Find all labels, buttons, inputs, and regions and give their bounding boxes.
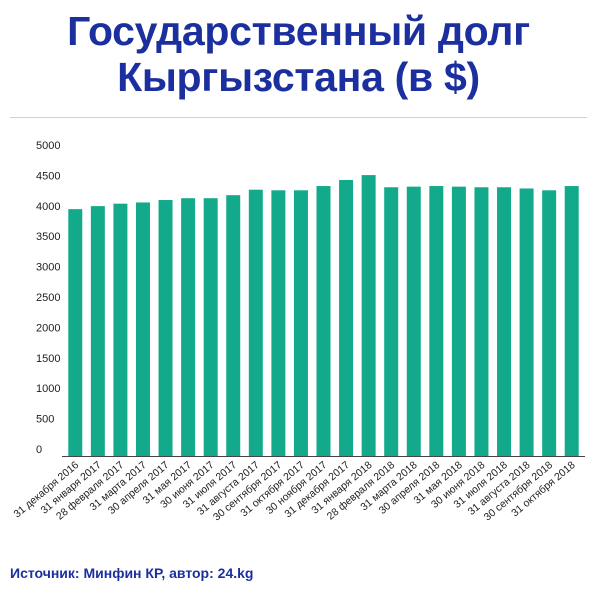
bar [248, 189, 263, 456]
bar [519, 188, 534, 457]
y-tick-label: 0 [36, 444, 42, 456]
bar [181, 198, 196, 456]
y-tick-label: 2000 [36, 322, 60, 334]
bar [90, 206, 105, 456]
bar [384, 187, 399, 456]
bar [316, 186, 331, 457]
bar [429, 186, 444, 457]
bar [542, 190, 557, 457]
title-divider [10, 117, 587, 118]
y-tick-label: 1500 [36, 353, 60, 365]
bar [293, 190, 308, 457]
bar-chart: 0 500 1000 1500 2000 2500 3000 3500 4000 4500 5000… [11, 140, 585, 523]
y-tick-label: 4500 [36, 170, 60, 182]
bar [203, 198, 218, 456]
bar [135, 202, 150, 456]
y-tick-label: 500 [36, 414, 54, 426]
bar [158, 200, 173, 456]
source-credit: Источник: Минфин КР, автор: 24.kg [10, 565, 254, 581]
bar [271, 190, 286, 457]
bar [68, 209, 83, 456]
chart-title: Государственный долг Кыргызстана (в $) [0, 8, 597, 100]
bar [474, 187, 489, 456]
y-tick-label: 3000 [36, 262, 60, 274]
y-tick-label: 1000 [36, 383, 60, 395]
bar [361, 175, 376, 456]
y-tick-label: 2500 [36, 292, 60, 304]
bar [406, 186, 421, 456]
y-tick-label: 4000 [36, 201, 60, 213]
bar [497, 187, 512, 456]
bar [226, 195, 241, 457]
bar [564, 186, 579, 457]
y-tick-label: 3500 [36, 231, 60, 243]
bar [113, 203, 128, 456]
bar [339, 179, 354, 456]
chart-title-line1: Государственный долг [67, 8, 530, 54]
bar [451, 186, 466, 456]
chart-title-line2: Кыргызстана (в $) [117, 54, 480, 100]
y-tick-label: 5000 [36, 140, 60, 152]
